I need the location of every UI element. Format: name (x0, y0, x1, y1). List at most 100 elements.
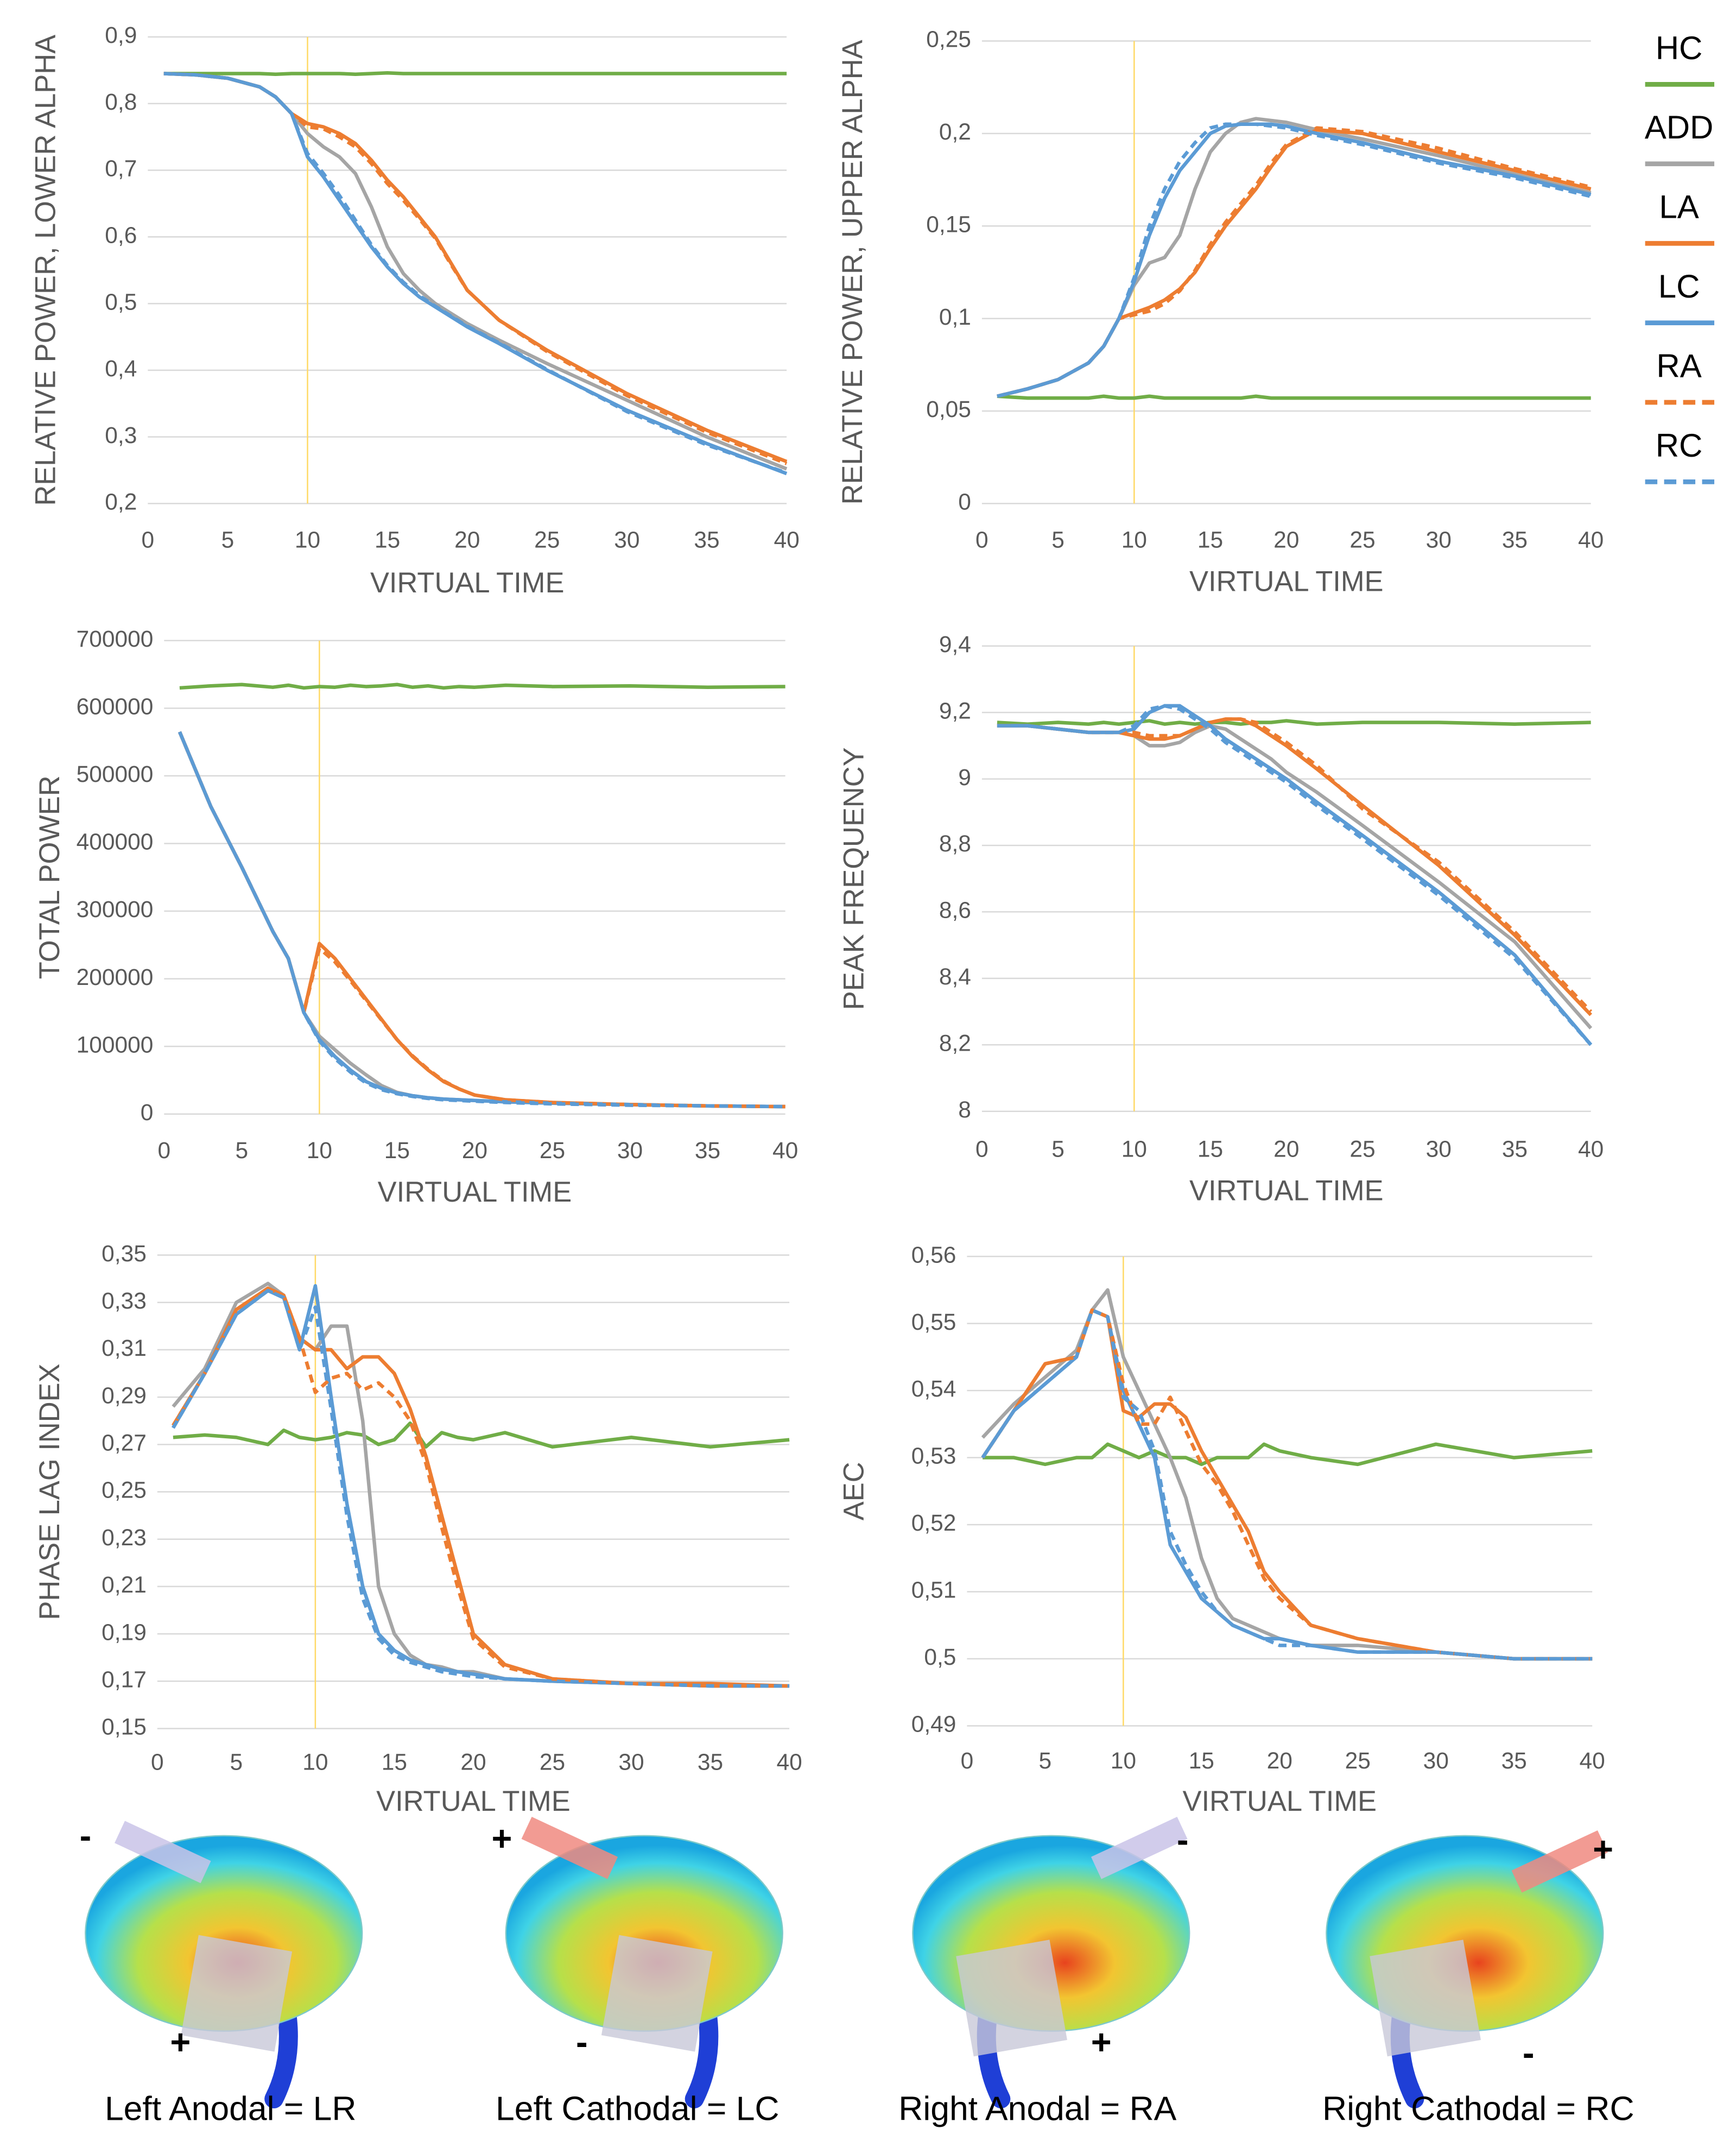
x-tick-label: 10 (295, 527, 320, 553)
x-axis-label: VIRTUAL TIME (1189, 566, 1384, 598)
x-tick-label: 25 (1349, 527, 1375, 553)
x-tick-label: 30 (1423, 1748, 1449, 1773)
y-axis-label: PEAK FREQUENCY (838, 747, 870, 1010)
series-line (997, 717, 1593, 1013)
y-axis-label: PHASE LAG INDEX (34, 1363, 66, 1620)
y-tick-label: 0,05 (926, 396, 971, 422)
x-tick-label: 30 (618, 1749, 644, 1775)
chart-panel: 8 8,2 8,4 8,6 8,8 9 9,2 9,4 0 5 10 15 20 25 30 35 40 VIRT… (838, 631, 1604, 1207)
series-line (997, 704, 1593, 1046)
x-tick-label: 35 (695, 1138, 720, 1163)
y-tick-label: 0,21 (102, 1572, 147, 1597)
electrode-pad (115, 1821, 211, 1884)
series-line (981, 1288, 1593, 1661)
y-tick-label: 0,23 (102, 1525, 147, 1550)
x-tick-label: 30 (617, 1138, 643, 1163)
y-tick-label: 0,2 (939, 119, 971, 144)
x-tick-label: 15 (1189, 1748, 1214, 1773)
y-tick-label: 0,1 (939, 304, 971, 330)
y-axis-label: TOTAL POWER (34, 775, 66, 979)
x-tick-label: 35 (1502, 1136, 1528, 1161)
x-tick-label: 40 (1578, 527, 1604, 553)
legend: HC ADD LA LC RA RC (1645, 30, 1715, 484)
x-tick-label: 20 (1274, 527, 1299, 553)
x-tick-label: 40 (772, 1138, 798, 1163)
series-line (163, 72, 788, 471)
series-line (178, 731, 785, 1109)
x-tick-label: 40 (1580, 1748, 1605, 1773)
series-line (172, 1284, 790, 1688)
y-tick-label: 0,53 (911, 1443, 956, 1469)
y-tick-label: 0,29 (102, 1382, 147, 1408)
x-tick-label: 25 (540, 1749, 565, 1775)
y-axis-label: AEC (838, 1462, 870, 1520)
polarity-plus: + (1091, 2022, 1112, 2062)
legend-label: LC (1658, 268, 1700, 305)
x-tick-label: 25 (540, 1138, 565, 1163)
legend-label: RA (1656, 348, 1701, 384)
x-tick-label: 5 (221, 527, 235, 553)
series-line (997, 122, 1592, 398)
y-tick-label: 8,8 (939, 831, 971, 856)
y-tick-label: 9 (958, 765, 971, 790)
x-tick-label: 30 (1426, 527, 1452, 553)
panel-caption: Right Anodal = RA (898, 2090, 1176, 2128)
y-tick-label: 0,52 (911, 1510, 956, 1536)
series-line (178, 731, 785, 1109)
panel-caption: Left Anodal = LR (105, 2090, 357, 2128)
y-tick-label: 0,5 (105, 289, 137, 314)
y-tick-label: 8,4 (939, 964, 971, 989)
series-line (179, 683, 785, 690)
x-axis-label: VIRTUAL TIME (1189, 1175, 1384, 1206)
electrode-pad (1511, 1830, 1608, 1893)
y-tick-label: 0,17 (102, 1667, 147, 1692)
x-tick-label: 5 (1039, 1748, 1052, 1773)
legend-label: ADD (1645, 109, 1714, 146)
y-tick-label: 0,9 (105, 22, 137, 48)
x-tick-label: 5 (230, 1749, 243, 1775)
y-axis-label: RELATIVE POWER, UPPER ALPHA (837, 40, 869, 504)
y-tick-label: 0,35 (102, 1241, 147, 1266)
x-tick-label: 15 (1198, 1136, 1223, 1161)
x-axis-label: VIRTUAL TIME (378, 1177, 572, 1208)
series-line (163, 71, 787, 76)
y-tick-label: 500000 (77, 761, 154, 787)
electrode-pad (521, 1817, 618, 1879)
x-tick-label: 10 (1122, 1136, 1147, 1161)
x-tick-label: 5 (236, 1138, 249, 1163)
electrode-pad (1091, 1817, 1188, 1879)
x-tick-label: 20 (460, 1749, 486, 1775)
y-tick-label: 0,51 (911, 1577, 956, 1603)
brain-panel: + - Left Cathodal = LC (491, 1817, 783, 2128)
polarity-minus: - (1177, 1820, 1189, 1860)
x-tick-label: 25 (534, 527, 560, 553)
y-tick-label: 0,4 (105, 356, 137, 381)
x-tick-label: 5 (1051, 527, 1065, 553)
series-line (981, 1308, 1593, 1661)
y-tick-label: 0,31 (102, 1335, 147, 1361)
chart-panel: 0 100000 200000 300000 400000 500000 600000 700… (34, 626, 798, 1208)
series-line (178, 731, 785, 1109)
series-line (172, 1286, 790, 1688)
series-line (163, 72, 788, 465)
polarity-plus: + (1593, 1829, 1613, 1869)
y-tick-label: 200000 (77, 964, 154, 990)
x-tick-label: 0 (975, 1136, 989, 1161)
y-tick-label: 8 (958, 1097, 971, 1122)
panel-caption: Left Cathodal = LC (496, 2090, 780, 2128)
polarity-minus: - (1523, 2033, 1535, 2073)
series-line (997, 719, 1591, 726)
y-tick-label: 9,2 (939, 698, 971, 723)
y-tick-label: 0,5 (924, 1644, 956, 1670)
x-tick-label: 10 (1111, 1748, 1136, 1773)
polarity-plus: + (170, 2022, 191, 2062)
series-line (981, 1308, 1593, 1661)
x-tick-label: 25 (1349, 1136, 1375, 1161)
x-tick-label: 0 (975, 527, 989, 553)
chart-panel: 0,15 0,17 0,19 0,21 0,23 0,25 0,27 0,29 0,31 0,33… (34, 1241, 802, 1817)
x-tick-label: 0 (961, 1748, 974, 1773)
y-tick-label: 8,2 (939, 1031, 971, 1056)
polarity-plus: + (491, 1818, 512, 1858)
y-tick-label: 600000 (77, 694, 154, 719)
